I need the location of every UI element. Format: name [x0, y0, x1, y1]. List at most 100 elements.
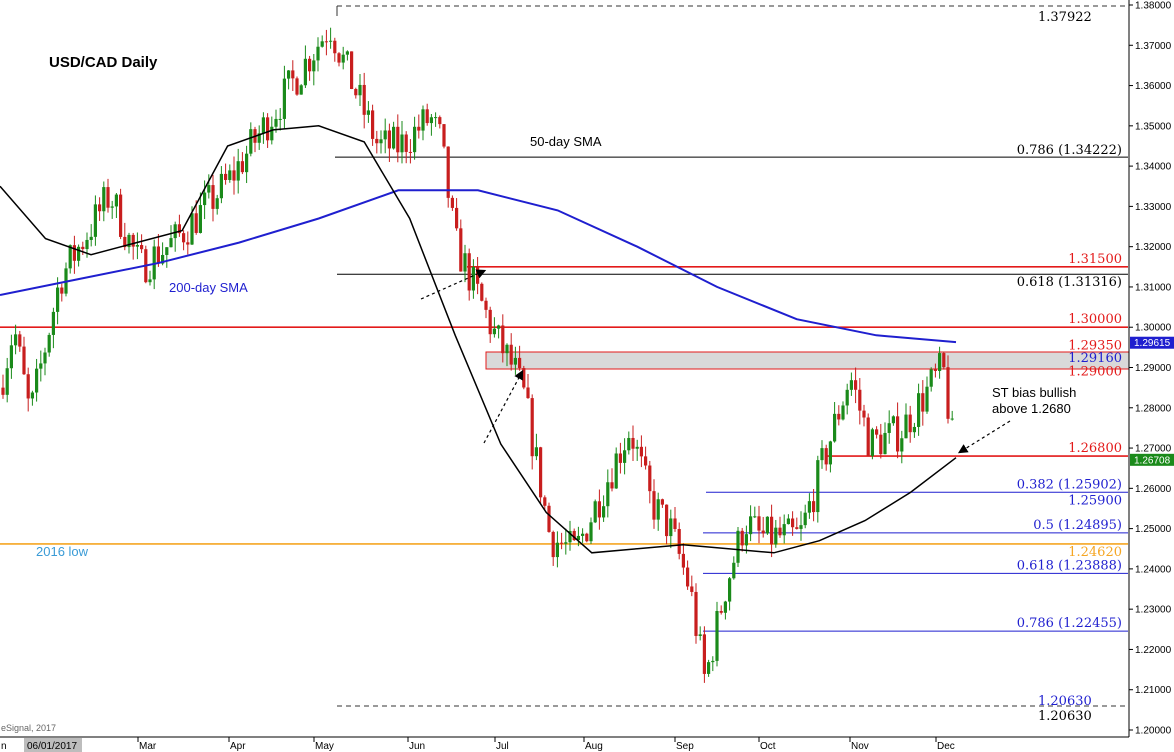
arrow-jul-retest — [483, 369, 524, 444]
candle — [295, 76, 299, 96]
candle — [81, 241, 85, 256]
candle — [480, 282, 484, 302]
candle — [816, 455, 820, 523]
candle — [249, 122, 253, 157]
candle — [77, 244, 81, 267]
price-tag-box — [1130, 336, 1174, 349]
candle — [761, 516, 765, 538]
x-axis-months: Mar Apr May Jun Jul Aug Sep Oct Nov Dec — [137, 737, 955, 752]
x-tick-label: Jun — [409, 741, 425, 752]
candle — [749, 505, 753, 542]
candle — [51, 307, 55, 349]
candle — [308, 55, 312, 81]
candle — [585, 532, 589, 543]
candle — [14, 324, 18, 355]
candle — [837, 405, 841, 426]
candle — [253, 126, 257, 153]
candle — [165, 247, 169, 268]
price-tag-label: 1.29615 — [1134, 338, 1171, 349]
candle — [900, 430, 904, 464]
candle — [526, 374, 530, 399]
candle — [870, 427, 874, 460]
candle — [98, 197, 102, 221]
y-tick-label: 1.36000 — [1135, 81, 1172, 92]
candle — [467, 248, 471, 301]
candle — [425, 103, 429, 126]
level-label: 0.382 (1.25902) — [1017, 477, 1122, 492]
candle — [135, 232, 139, 260]
candle — [602, 495, 606, 522]
candle — [362, 72, 366, 129]
candle — [694, 583, 698, 644]
candle — [564, 528, 568, 555]
candle — [568, 520, 572, 551]
candle — [795, 517, 799, 530]
candle — [786, 514, 790, 525]
candle — [383, 118, 387, 154]
y-tick-label: 1.26000 — [1135, 484, 1172, 495]
candle — [93, 195, 97, 246]
candle — [623, 438, 627, 475]
candle — [89, 224, 93, 247]
level-label: 0.618 (1.23888) — [1017, 558, 1122, 573]
candle — [455, 198, 459, 231]
candle — [614, 447, 618, 489]
x-tick-label: Oct — [760, 741, 776, 752]
high-label: 1.37922 — [1038, 10, 1092, 25]
y-tick-label: 1.35000 — [1135, 121, 1172, 132]
level-label: 0.786 (1.22455) — [1017, 616, 1122, 631]
candle — [1, 374, 5, 399]
level-label: 1.31500 — [1068, 252, 1122, 267]
candle — [883, 422, 887, 455]
candle — [820, 440, 824, 469]
candle — [110, 200, 114, 219]
candle — [341, 46, 345, 70]
x-tick-label: May — [315, 741, 334, 752]
candle — [929, 367, 933, 392]
candle — [770, 504, 774, 558]
candle — [39, 350, 43, 382]
bias-annotation-line1: ST bias bullish — [992, 385, 1076, 400]
candle — [938, 346, 942, 379]
candle — [610, 468, 614, 492]
chart-title: USD/CAD Daily — [49, 54, 158, 71]
candle — [278, 108, 282, 131]
candle — [677, 522, 681, 560]
candle — [329, 27, 333, 49]
level-label: 0.786 (1.34222) — [1017, 143, 1122, 158]
candle — [807, 493, 811, 519]
candle — [127, 232, 131, 254]
candle — [236, 148, 240, 194]
candle — [119, 188, 123, 240]
candle — [950, 410, 954, 421]
candle — [102, 181, 106, 222]
candle — [828, 440, 832, 473]
candle — [581, 528, 585, 543]
y-axis-ticks: 1.38000 1.37000 1.36000 1.35000 1.34000 1.330… — [1129, 1, 1172, 737]
level-label: 1.30000 — [1068, 312, 1122, 327]
candle — [476, 257, 480, 295]
bias-annotation-line2: above 1.2680 — [992, 401, 1071, 416]
candle — [904, 403, 908, 439]
y-tick-label: 1.20000 — [1135, 726, 1172, 737]
candle — [114, 192, 118, 218]
candle — [396, 114, 400, 163]
level-label: 0.5 (1.24895) — [1033, 518, 1122, 533]
candle — [379, 130, 383, 154]
candle — [320, 35, 324, 48]
candle — [866, 413, 870, 457]
y-tick-label: 1.32000 — [1135, 242, 1172, 253]
candle — [312, 53, 316, 86]
candle — [358, 73, 362, 107]
candle — [849, 372, 853, 396]
price-tag-label: 1.26708 — [1134, 455, 1171, 466]
candle — [232, 156, 236, 195]
x-tick-label: Dec — [937, 741, 955, 752]
candle — [131, 232, 135, 260]
level-label: 1.24620 — [1068, 545, 1122, 560]
candle — [345, 50, 349, 61]
candle — [400, 121, 404, 164]
candle — [933, 363, 937, 378]
candle — [148, 270, 152, 286]
